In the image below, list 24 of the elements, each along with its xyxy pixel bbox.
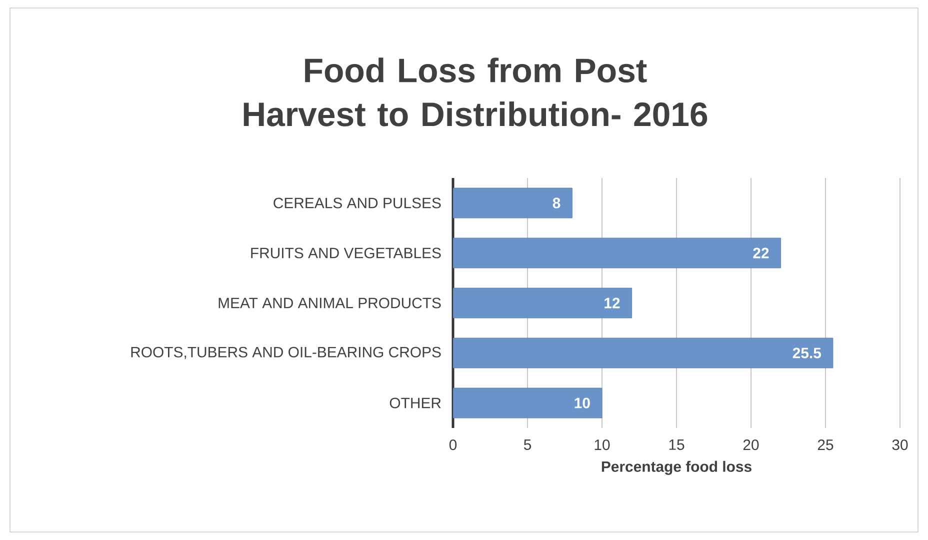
x-tick-label: 25 bbox=[818, 440, 834, 450]
y-tick-label: FRUITS AND VEGETABLES bbox=[251, 248, 441, 258]
x-axis-title: Percentage food loss bbox=[602, 460, 752, 475]
y-tick-label: CEREALS AND PULSES bbox=[274, 198, 441, 208]
chart-title: Food Loss from Post Harvest to Distribution- 2016 bbox=[244, 58, 708, 126]
y-tick-label: MEAT AND ANIMAL PRODUCTS bbox=[218, 298, 441, 308]
data-label: 12 bbox=[604, 298, 620, 308]
data-label: 25.5 bbox=[792, 348, 822, 358]
bar bbox=[453, 238, 782, 268]
x-tick-label: 20 bbox=[743, 440, 759, 450]
x-tick-label: 0 bbox=[449, 440, 457, 450]
data-label: 22 bbox=[753, 248, 769, 258]
y-tick-label: OTHER bbox=[390, 398, 441, 408]
data-label: 10 bbox=[574, 398, 590, 408]
bar bbox=[453, 388, 602, 418]
bar bbox=[453, 338, 834, 368]
x-tick-label: 5 bbox=[524, 440, 532, 450]
y-tick-label: ROOTS,TUBERS AND OIL-BEARING CROPS bbox=[131, 346, 441, 360]
bar bbox=[453, 188, 572, 218]
data-label: 8 bbox=[552, 198, 560, 208]
x-tick-label: 10 bbox=[594, 440, 610, 450]
x-tick-label: 30 bbox=[892, 440, 908, 450]
x-tick-label: 15 bbox=[669, 440, 684, 450]
bar bbox=[453, 288, 632, 318]
